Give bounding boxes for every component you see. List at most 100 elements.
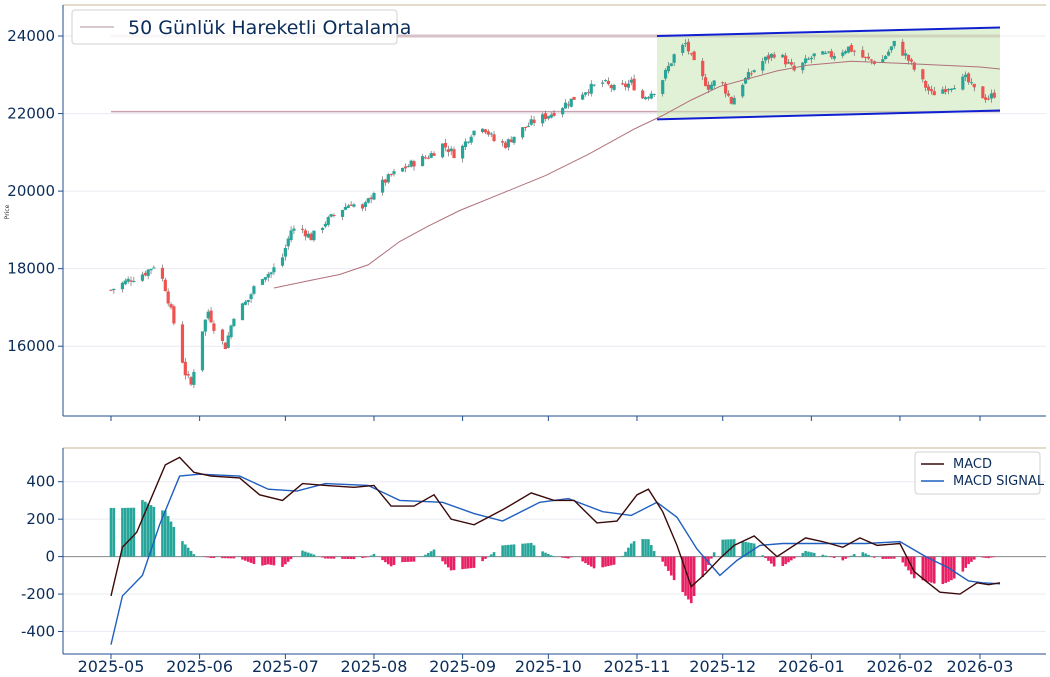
macd-histogram-bar [609,556,613,566]
candle-body [652,93,656,95]
macd-histogram-bar [204,556,207,558]
macd-histogram-bar [389,556,393,567]
macd-histogram-bar [532,545,536,557]
macd-histogram-bar [872,556,876,558]
candle-body [901,41,905,56]
macd-histogram-bar [144,501,147,557]
candle-body [909,59,913,62]
candle-body [589,83,593,94]
candle-body [312,230,316,241]
macd-histogram-bar [701,556,705,578]
candle-body [941,89,945,94]
candle-body [844,51,848,54]
macd-histogram-bar [672,556,676,581]
macd-histogram-bar [332,556,336,559]
macd-histogram-bar [612,556,616,565]
macd-histogram-bar [501,545,504,557]
candle-body [366,198,370,203]
candle-body [992,92,996,98]
macd-histogram-bar [149,505,153,557]
candle-body [112,288,116,291]
candle-body [183,361,187,376]
macd-histogram-bar [467,556,470,569]
macd-histogram-bar [787,556,790,563]
candle-body [149,268,153,271]
macd-histogram-bar [781,556,785,566]
macd-histogram-bar [684,556,687,596]
candle-body [152,267,156,269]
macd-legend-label-macd: MACD [953,457,992,472]
macd-histogram-bar [904,556,907,567]
macd-histogram-bar [952,556,956,579]
candle-body [746,72,751,80]
candle-body [326,216,330,225]
candle-body [583,92,588,95]
candle-body [489,133,493,135]
macd-histogram-bar [812,552,816,557]
candle-body [952,88,956,90]
macd-histogram-bar [121,507,124,557]
candle-body [563,102,568,109]
macd-histogram-bar [744,541,747,557]
price-channel [656,26,1001,121]
candle-body [446,149,450,153]
price-panel: 16000 18000 20000 22000 24000 Price 50 Günlü… [4,4,1046,417]
candle-body [781,54,785,58]
macd-histogram-bar [301,550,304,557]
macd-histogram-bar [652,551,656,557]
macd-histogram-bar [681,556,685,593]
candle-body [200,331,205,371]
macd-histogram-bar [146,503,150,557]
macd-histogram-bar [321,556,324,558]
candle-body [226,335,230,348]
candle-body [120,282,125,290]
macd-histogram-bar [286,556,290,562]
macd-histogram-bar [344,556,347,559]
candle-body [323,223,327,227]
candle-body [701,60,705,77]
candle-body [683,43,688,45]
macd-histogram-bar [712,552,716,557]
macd-histogram-bar [981,556,985,558]
macd-histogram-bar [761,555,765,557]
macd-histogram-bar [947,556,950,582]
macd-histogram-bar [452,556,456,571]
macd-histogram-bar [852,554,856,557]
macd-histogram-bar [261,556,264,566]
candle-body [509,139,513,143]
candle-body [989,93,994,99]
macd-histogram-bar [269,556,273,565]
macd-legend-box [914,451,1041,495]
macd-histogram-bar [732,539,736,557]
macd-histogram-bar [141,500,144,557]
candle-body [346,205,350,208]
candle-body [572,96,576,100]
macd-histogram-bar [421,556,424,557]
macd-histogram-bar [212,556,216,559]
macd-histogram-bar [209,556,213,558]
candle-body [929,89,933,92]
macd-histogram-bar [429,551,433,557]
candle-body [986,98,991,100]
candle-body [429,153,433,158]
macd-histogram-bar [507,544,510,557]
macd-histogram-bar [669,556,673,576]
macd-histogram-bar [461,556,464,570]
macd-histogram-bar [629,543,633,557]
candle-body [906,54,911,61]
candle-body [501,141,505,143]
candle-body [546,116,550,119]
candle-body [669,63,673,66]
price-y-tick-label: 20000 [7,182,55,200]
x-tick-label: 2025-05 [78,657,145,676]
candle-body [463,141,468,148]
macd-histogram-bar [329,556,333,559]
macd-histogram-bar [304,551,307,557]
candle-body [861,50,865,58]
macd-histogram-bar [930,556,933,583]
macd-histogram-bar [129,507,133,557]
candle-body [969,82,974,84]
macd-histogram-bar [961,556,965,572]
macd-histogram-bar [224,556,227,559]
candle-body [523,126,528,128]
